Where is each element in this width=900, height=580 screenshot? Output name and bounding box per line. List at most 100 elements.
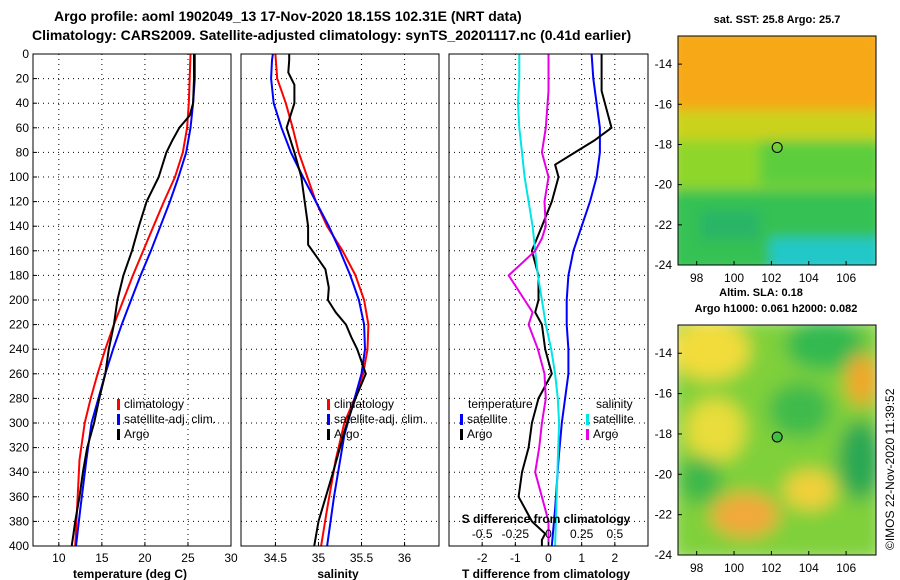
salinity-plot-frame [240,53,440,547]
salinity-difference-tick-label: 0 [545,527,552,541]
x-tick-label: 2 [611,551,618,565]
salinity-tick-labels: 34.5 35 35.5 36 [264,542,412,565]
sla-blob-orange-e [846,354,876,406]
sst-map-title: sat. SST: 25.8 Argo: 25.7 [714,14,841,26]
legend-label-climatology: climatology [124,397,184,411]
series-argo [285,54,367,546]
x-tick-label: 1 [578,551,585,565]
lat-tick-label: -16 [655,387,673,401]
series-climatology [274,54,370,546]
sla-blob-green-w [678,456,722,504]
lon-tick-label: 98 [690,271,704,285]
depth-tick-label: 160 [9,244,29,258]
salinity-difference-tick-label: 0.5 [606,527,623,541]
depth-tick-label: 40 [16,96,30,110]
sst-lon-tick-labels: 98 100 102 104 106 [690,261,856,285]
lon-tick-label: 106 [836,271,856,285]
legend-label-argo: Argo [334,427,360,441]
salinity-legend: climatology satellite-adj. clim. Argo [327,397,426,441]
series-t-satellite [550,54,601,546]
sla-blob-green-c [768,382,832,438]
lon-tick-label: 106 [836,561,856,575]
series-satellite-adj-clim- [75,54,196,546]
salinity-difference-tick-label: 0.25 [570,527,594,541]
depth-tick-label: 400 [9,539,29,553]
legend-swatch-t-satellite [460,414,463,425]
sla-map: Altim. SLA: 0.18 Argo h1000: 0.061 h2000… [655,287,877,575]
x-tick-label: -1 [510,551,521,565]
x-tick-label: 35.5 [350,551,374,565]
sla-blob-green-ne [785,325,865,371]
legend-swatch-climatology [117,399,120,410]
depth-tick-label: 180 [9,268,29,282]
series-t-argo [517,54,613,546]
legend-label-s-satellite: satellite [593,412,634,426]
legend-swatch-s-argo [586,429,589,440]
difference-x-gridlines [481,54,616,546]
legend-label-s-argo: Argo [593,427,619,441]
difference-panel: -0.5 -0.25 0 0.25 0.5 S difference from clim… [448,53,649,580]
depth-tick-label: 220 [9,318,29,332]
sst-fill-warm [678,36,876,118]
temperature-difference-tick-labels: -2 -1 0 1 2 [477,542,618,565]
x-tick-label: 25 [181,551,195,565]
lon-tick-label: 100 [724,561,744,575]
salinity-axis-label: salinity [317,567,359,580]
sla-blob-orange-sw [711,493,779,537]
legend-swatch-argo [117,429,120,440]
sst-fill-dark-green [700,210,760,240]
sla-map-frame [677,324,877,556]
legend-label-t-argo: Argo [467,427,493,441]
figure-title-line1: Argo profile: aoml 1902049_13 17-Nov-202… [54,8,522,24]
legend-swatch-s-satellite [586,414,589,425]
depth-tick-label: 320 [9,441,29,455]
depth-tick-label: 300 [9,416,29,430]
temperature-axis-label: temperature (deg C) [73,567,187,580]
lat-tick-label: -14 [655,57,673,71]
sst-argo-location-marker [771,141,783,153]
legend-label-satellite: satellite-adj. clim. [124,412,216,426]
legend-label-t-satellite: satellite [467,412,508,426]
lat-tick-label: -20 [655,467,673,481]
temperature-depth-gridlines [33,78,231,522]
imos-credit: ©IMOS 22-Nov-2020 11:39:52 [883,388,897,550]
x-tick-label: 20 [138,551,152,565]
legend-label-climatology: climatology [334,397,394,411]
lat-tick-label: -14 [655,346,673,360]
legend-swatch-satellite [117,414,120,425]
lon-tick-label: 104 [799,561,819,575]
series-s-satellite [517,54,561,546]
lon-tick-label: 102 [761,561,781,575]
sst-map-frame [677,35,877,266]
salinity-difference-tick-label: -0.5 [472,527,493,541]
lon-tick-label: 98 [690,561,704,575]
sla-lon-tick-labels: 98 100 102 104 106 [690,551,856,575]
x-tick-label: 36 [398,551,412,565]
sst-lat-tick-labels: -14 -16 -18 -20 -22 -24 [655,57,682,272]
salinity-difference-tick-labels: -0.5 -0.25 0 0.25 0.5 [472,527,624,541]
sst-fill-east-green [760,140,876,185]
sla-map-title-line1: Altim. SLA: 0.18 [719,287,803,299]
series-argo [70,54,195,546]
depth-tick-label: 240 [9,342,29,356]
sst-fill-cyan [770,238,876,265]
sla-lat-tick-labels: -14 -16 -18 -20 -22 -24 [655,346,682,562]
x-tick-label: 30 [224,551,238,565]
lat-tick-label: -18 [655,137,673,151]
lat-tick-label: -22 [655,508,673,522]
difference-legend-salinity: salinity satellite Argo [586,397,634,441]
lat-tick-label: -16 [655,97,673,111]
x-tick-label: 0 [545,551,552,565]
lat-tick-label: -20 [655,178,673,192]
depth-tick-labels: 0 20 40 60 80 100 120 140 160 180 200 220 240 260 280 3… [9,47,37,553]
figure-title-line2: Climatology: CARS2009. Satellite-adjuste… [32,27,631,43]
temperature-tick-labels: 10 15 20 25 30 [52,542,238,565]
depth-tick-label: 20 [16,72,30,86]
depth-tick-label: 80 [16,145,30,159]
sla-blob-yellow-nw [678,325,750,380]
depth-tick-label: 380 [9,514,29,528]
depth-tick-label: 120 [9,195,29,209]
series-s-argo [507,54,550,546]
series-climatology [74,54,192,546]
temperature-difference-axis-label: T difference from climatology [462,567,630,580]
